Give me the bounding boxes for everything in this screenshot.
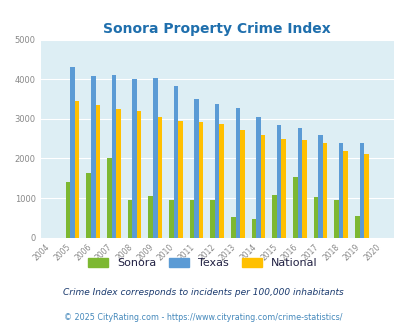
Text: Crime Index corresponds to incidents per 100,000 inhabitants: Crime Index corresponds to incidents per…	[62, 287, 343, 297]
Bar	[153, 78, 157, 238]
Bar	[219, 123, 224, 238]
Bar	[116, 109, 120, 238]
Bar	[91, 77, 95, 238]
Bar	[230, 217, 235, 238]
Bar	[66, 182, 70, 238]
Bar	[198, 122, 203, 238]
Bar	[210, 200, 214, 238]
Bar	[338, 143, 343, 238]
Bar	[173, 86, 178, 238]
Bar	[359, 143, 363, 238]
Bar	[297, 127, 301, 238]
Bar	[272, 195, 276, 238]
Bar	[136, 111, 141, 238]
Bar	[128, 200, 132, 238]
Bar	[322, 143, 326, 238]
Bar	[194, 99, 198, 238]
Bar	[148, 196, 153, 238]
Bar	[107, 158, 111, 238]
Bar	[178, 121, 182, 238]
Bar	[132, 79, 136, 238]
Legend: Sonora, Texas, National: Sonora, Texas, National	[83, 253, 322, 273]
Bar	[260, 135, 265, 238]
Bar	[313, 197, 318, 238]
Text: © 2025 CityRating.com - https://www.cityrating.com/crime-statistics/: © 2025 CityRating.com - https://www.city…	[64, 313, 341, 322]
Bar	[239, 130, 244, 238]
Bar	[251, 218, 256, 238]
Bar	[189, 200, 194, 238]
Bar	[318, 135, 322, 238]
Bar	[281, 139, 285, 238]
Bar	[157, 117, 162, 238]
Bar	[354, 216, 359, 238]
Bar	[75, 101, 79, 238]
Title: Sonora Property Crime Index: Sonora Property Crime Index	[103, 22, 330, 36]
Bar	[214, 104, 219, 238]
Bar	[256, 117, 260, 238]
Bar	[70, 67, 75, 238]
Bar	[301, 140, 306, 238]
Bar	[111, 75, 116, 238]
Bar	[343, 151, 347, 238]
Bar	[363, 154, 368, 238]
Bar	[168, 200, 173, 238]
Bar	[235, 108, 239, 238]
Bar	[95, 105, 100, 238]
Bar	[333, 200, 338, 238]
Bar	[86, 173, 91, 238]
Bar	[276, 125, 281, 238]
Bar	[292, 177, 297, 238]
